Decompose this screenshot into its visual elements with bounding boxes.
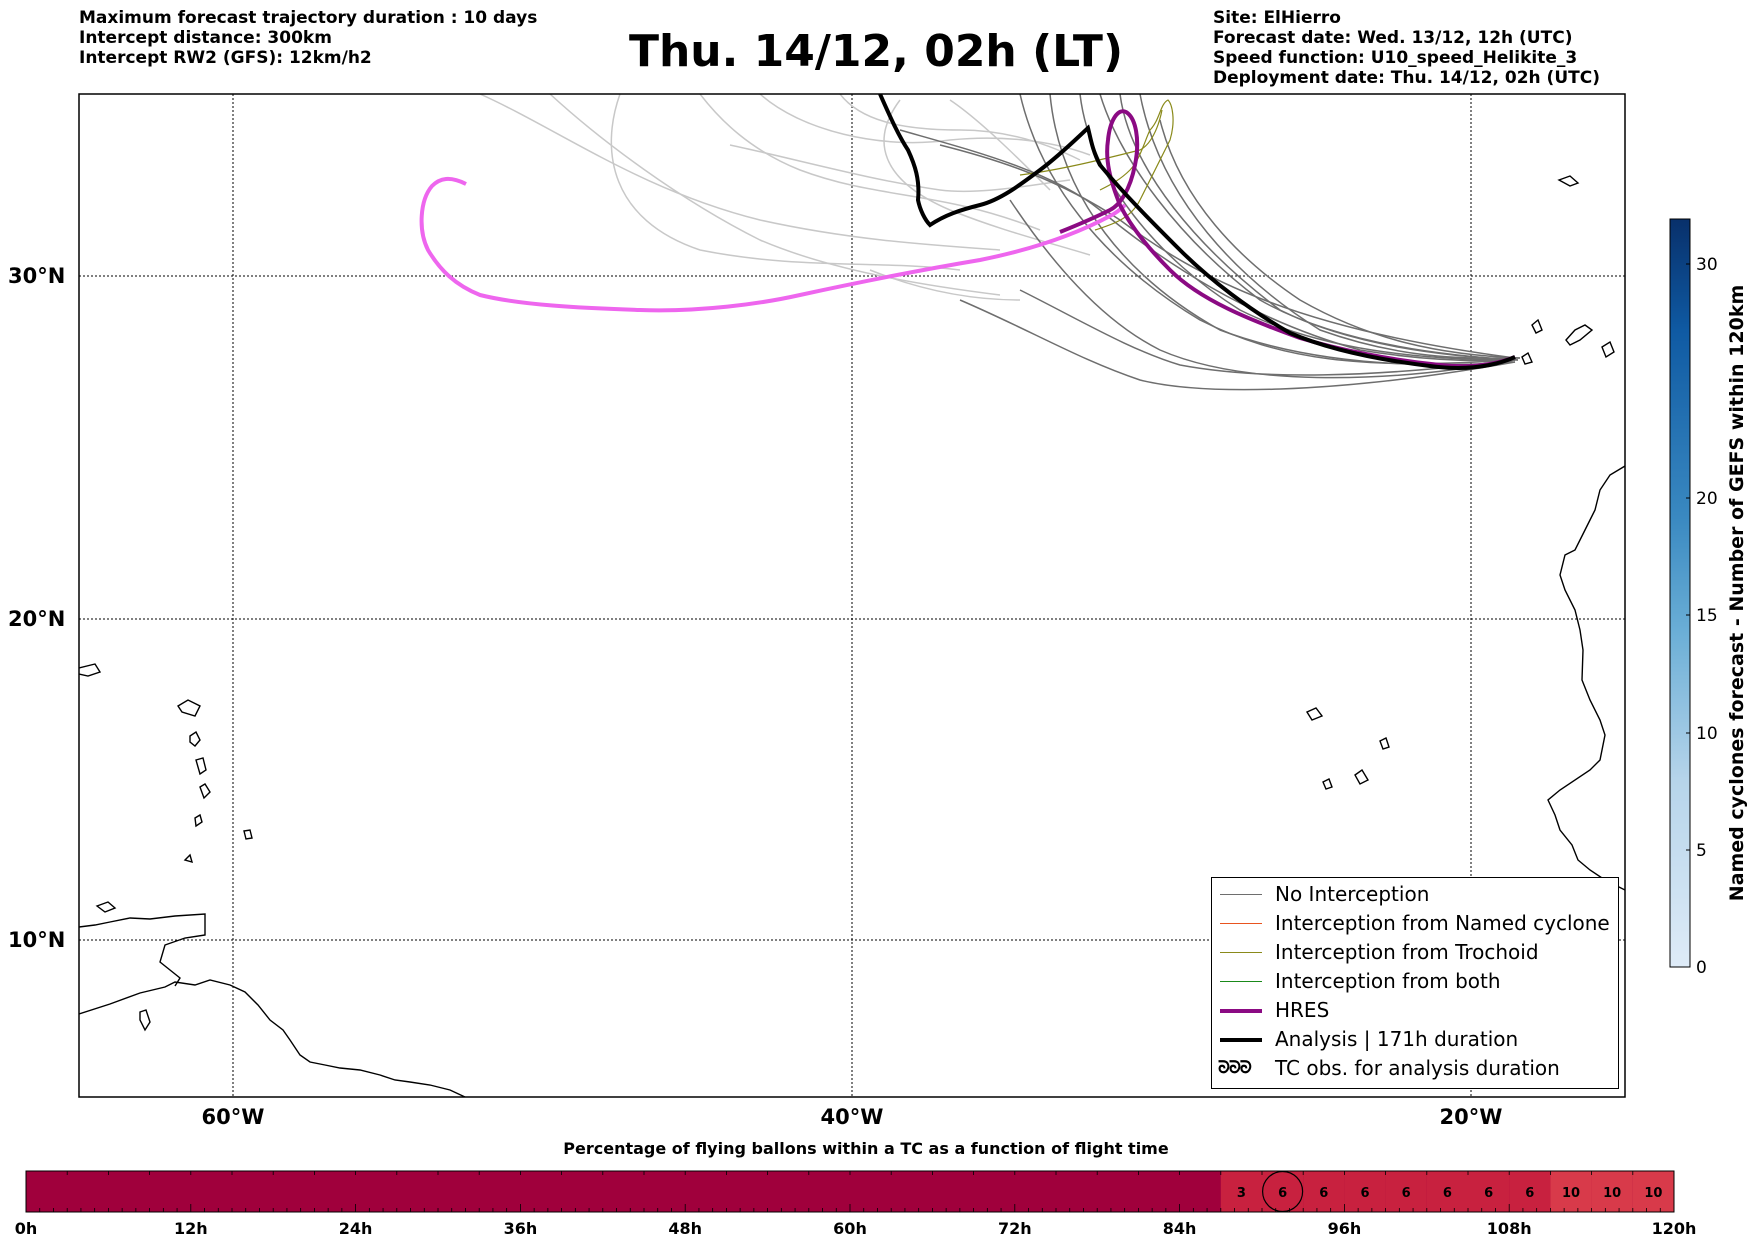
- dark-traj-9: [1019, 289, 1516, 376]
- dark-traj-10: [899, 129, 1516, 362]
- light-traj-3: [610, 94, 961, 271]
- map-legend: No Interception Interception from Named …: [1211, 877, 1619, 1089]
- legend-label: Interception from both: [1275, 969, 1501, 993]
- trochoid-traj-2: [1019, 109, 1163, 176]
- cape-verde-a: [1305, 707, 1324, 721]
- island-d: [195, 757, 207, 776]
- canary-island-a: [1531, 318, 1543, 334]
- island-c: [189, 730, 201, 747]
- page-title: Thu. 14/12, 02h (LT): [628, 26, 1124, 77]
- map-frame: [78, 93, 1626, 1098]
- trochoid-trajectories: [1019, 99, 1174, 231]
- lat-label-30n: 30°N: [8, 264, 65, 288]
- colorbar-tick-10: 10: [1696, 724, 1718, 744]
- island-a: [95, 901, 117, 913]
- speed-function-text: Speed function: U10_speed_Helikite_3: [1213, 48, 1578, 68]
- colorbar-tick-20: 20: [1696, 489, 1718, 509]
- dark-traj-12: [1159, 119, 1521, 359]
- legend-label: No Interception: [1275, 882, 1430, 906]
- legend-label: TC obs. for analysis duration: [1275, 1056, 1560, 1080]
- pink-trajectory: [419, 177, 1127, 313]
- colorbar-tick-0: 0: [1696, 958, 1707, 978]
- colorbar: 0 5 10 15 20 30 Named cyclones forecast …: [1669, 218, 1748, 978]
- light-traj-7: [729, 144, 1071, 193]
- legend-label: Interception from Named cyclone: [1275, 911, 1610, 935]
- africa-coast: [1547, 465, 1625, 891]
- island-g: [79, 663, 102, 677]
- forecast-date-text: Forecast date: Wed. 13/12, 12h (UTC): [1213, 28, 1573, 48]
- colorbar-tick-30: 30: [1696, 255, 1718, 275]
- madeira-island: [1557, 175, 1580, 187]
- island-e: [199, 783, 211, 800]
- south-america-coast: [79, 979, 466, 1097]
- legend-swatch: [1220, 952, 1262, 953]
- max-duration-text: Maximum forecast trajectory duration : 1…: [79, 8, 538, 28]
- light-traj-6: [839, 94, 1081, 161]
- cape-verde-c: [1379, 737, 1390, 750]
- site-text: Site: ElHierro: [1213, 8, 1341, 28]
- island-i: [194, 813, 203, 828]
- legend-swatch: [1220, 923, 1262, 924]
- legend-swatch: [1220, 1038, 1262, 1042]
- legend-swatch: [1220, 981, 1262, 982]
- legend-label: HRES: [1275, 998, 1330, 1022]
- trochoid-traj-1: [1094, 99, 1174, 231]
- dark-trajectories: [899, 94, 1521, 391]
- lon-label-20w: 20°W: [1440, 1105, 1503, 1129]
- canary-island-b: [1565, 324, 1594, 346]
- canary-island-c: [1601, 340, 1615, 359]
- cape-verde-b: [1354, 768, 1369, 785]
- light-traj-5: [759, 94, 1091, 156]
- deployment-date-text: Deployment date: Thu. 14/12, 02h (UTC): [1213, 68, 1600, 88]
- lat-label-10n: 10°N: [8, 928, 65, 952]
- dark-traj-5: [1119, 94, 1519, 361]
- coastlines: [79, 175, 1625, 1097]
- colorbar-label: Named cyclones forecast - Number of GEFS…: [1726, 285, 1748, 902]
- light-traj-1: [479, 94, 1001, 251]
- cape-verde-d: [1322, 778, 1333, 790]
- colorbar-tick-15: 15: [1696, 606, 1718, 626]
- header-right-info: Site: ElHierro Forecast date: Wed. 13/12…: [1213, 8, 1600, 88]
- lat-label-20n: 20°N: [8, 607, 65, 631]
- lon-label-40w: 40°W: [821, 1105, 884, 1129]
- legend-swatch: [1220, 894, 1262, 895]
- island-h: [243, 829, 253, 840]
- colorbar-tick-5: 5: [1696, 841, 1707, 861]
- caribbean-coast: [79, 913, 206, 987]
- legend-label: Interception from Trochoid: [1275, 940, 1539, 964]
- light-traj-9: [949, 99, 1051, 191]
- analysis-trajectory: [878, 94, 1516, 370]
- colorbar-rect: [1669, 218, 1691, 968]
- canary-island-d: [1521, 351, 1533, 365]
- legend-label: Analysis | 171h duration: [1275, 1027, 1519, 1051]
- legend-swatch: [1220, 1009, 1262, 1013]
- intercept-rw2-text: Intercept RW2 (GFS): 12km/h2: [79, 48, 372, 68]
- lon-label-60w: 60°W: [202, 1105, 265, 1129]
- tc-symbol-icon: ᘐᘐᘐ: [1218, 1058, 1252, 1078]
- header-left-info: Maximum forecast trajectory duration : 1…: [79, 8, 537, 68]
- island-j: [183, 853, 194, 864]
- dark-traj-8: [959, 299, 1516, 391]
- light-traj-2: [549, 94, 1001, 296]
- dark-traj-6: [1139, 94, 1521, 360]
- island-b: [139, 1009, 151, 1032]
- island-f: [177, 699, 201, 717]
- dark-traj-7: [1009, 199, 1516, 379]
- intercept-distance-text: Intercept distance: 300km: [79, 28, 332, 48]
